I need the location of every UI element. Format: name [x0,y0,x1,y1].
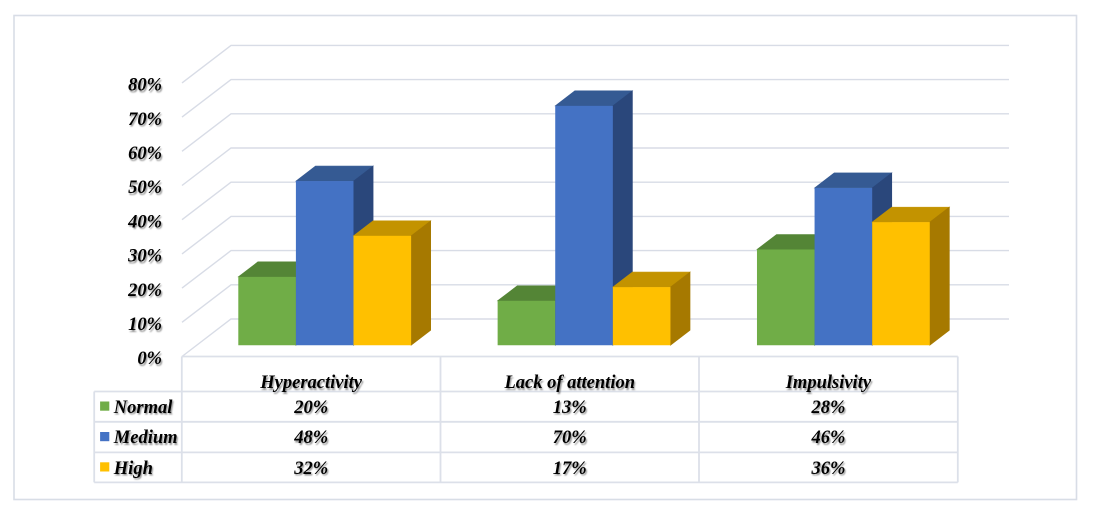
svg-text:Hyperactivity: Hyperactivity [259,373,362,393]
svg-text:48%: 48% [293,428,328,448]
svg-text:Impulsivity: Impulsivity [785,373,872,393]
svg-text:High: High [113,459,153,479]
svg-text:17%: 17% [553,459,587,479]
svg-text:30%: 30% [127,247,162,267]
svg-text:0%: 0% [137,349,162,369]
svg-text:13%: 13% [553,398,587,418]
svg-text:20%: 20% [293,398,328,418]
svg-text:70%: 70% [128,110,162,130]
svg-text:60%: 60% [128,144,162,164]
svg-text:20%: 20% [127,281,162,301]
svg-text:Lack of attention: Lack of attention [503,373,635,393]
svg-text:10%: 10% [128,315,162,335]
svg-text:80%: 80% [128,76,162,96]
svg-text:Medium: Medium [113,428,178,448]
svg-text:28%: 28% [810,398,845,418]
svg-text:70%: 70% [553,428,587,448]
svg-text:Normal: Normal [113,398,173,418]
svg-text:32%: 32% [293,459,328,479]
svg-text:50%: 50% [128,178,162,198]
svg-text:36%: 36% [810,459,845,479]
svg-text:40%: 40% [127,212,162,232]
svg-text:46%: 46% [810,428,845,448]
